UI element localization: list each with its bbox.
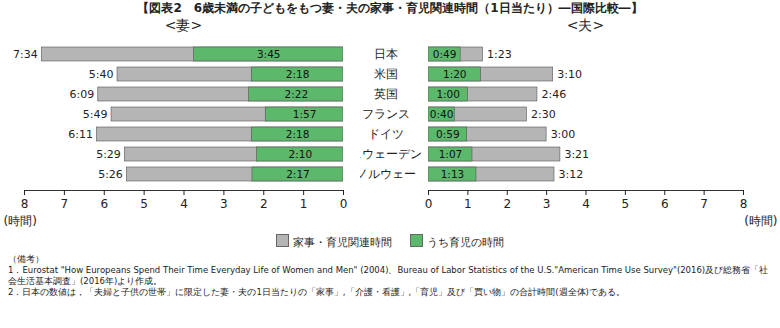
svg-text:0: 0 — [340, 197, 348, 211]
svg-text:英国: 英国 — [374, 87, 398, 101]
svg-text:1:57: 1:57 — [293, 108, 317, 120]
svg-text:3:12: 3:12 — [559, 168, 584, 181]
html-text:2．日本の数値は，「夫婦と子供の世帯」に限定した妻・夫の1日: 2．日本の数値は，「夫婦と子供の世帯」に限定した妻・夫の1日当たりの「家事」,「… — [8, 287, 625, 297]
svg-text:1: 1 — [300, 197, 308, 211]
svg-text:7: 7 — [61, 197, 69, 211]
svg-text:0: 0 — [425, 197, 433, 211]
svg-text:2:30: 2:30 — [531, 108, 556, 121]
svg-text:3:21: 3:21 — [564, 148, 589, 161]
svg-text:3: 3 — [220, 197, 228, 211]
svg-text:2:46: 2:46 — [541, 88, 566, 101]
svg-text:6:11: 6:11 — [68, 128, 93, 141]
svg-text:2:10: 2:10 — [288, 148, 312, 160]
svg-text:2: 2 — [503, 197, 511, 211]
svg-text:3: 3 — [543, 197, 551, 211]
svg-text:6: 6 — [100, 197, 108, 211]
svg-text:4: 4 — [582, 197, 590, 211]
svg-text:2:17: 2:17 — [286, 168, 310, 180]
svg-text:4: 4 — [180, 197, 188, 211]
svg-text:5:49: 5:49 — [83, 108, 108, 121]
svg-text:1: 1 — [464, 197, 472, 211]
svg-text:0:59: 0:59 — [436, 128, 460, 140]
svg-text:5:40: 5:40 — [89, 68, 114, 81]
html-text:1．Eurostat "How Europeans Spen: 1．Eurostat "How Europeans Spend Their Ti… — [8, 265, 769, 286]
svg-text:ノルウェー: ノルウェー — [360, 167, 416, 181]
svg-text:日本: 日本 — [374, 47, 398, 61]
svg-text:8: 8 — [740, 197, 748, 211]
svg-text:5: 5 — [622, 197, 630, 211]
svg-text:6: 6 — [661, 197, 669, 211]
svg-text:8: 8 — [21, 197, 29, 211]
svg-text:3:10: 3:10 — [557, 68, 582, 81]
svg-text:2:18: 2:18 — [286, 128, 310, 140]
html-text:家事・育児関連時間: 家事・育児関連時間 — [293, 236, 392, 249]
svg-text:0:40: 0:40 — [430, 108, 454, 120]
svg-text:5: 5 — [140, 197, 148, 211]
html-text:うち育児の時間: うち育児の時間 — [427, 236, 504, 249]
svg-text:フランス: フランス — [362, 107, 410, 121]
svg-text:6:09: 6:09 — [70, 88, 95, 101]
svg-text:1:23: 1:23 — [487, 48, 512, 61]
svg-text:5:29: 5:29 — [96, 148, 121, 161]
svg-text:1:20: 1:20 — [443, 68, 467, 80]
html-text:<妻>: <妻> — [164, 17, 203, 33]
svg-text:スウェーデン: スウェーデン — [360, 147, 422, 161]
svg-text:5:26: 5:26 — [98, 168, 123, 181]
svg-text:(時間): (時間) — [4, 214, 37, 228]
svg-text:2: 2 — [260, 197, 268, 211]
svg-text:2:18: 2:18 — [286, 68, 310, 80]
svg-text:1:07: 1:07 — [439, 148, 463, 160]
svg-text:2:22: 2:22 — [285, 88, 309, 100]
svg-text:0:49: 0:49 — [433, 48, 457, 60]
svg-text:(時間): (時間) — [744, 214, 777, 228]
svg-text:3:00: 3:00 — [551, 128, 576, 141]
svg-text:1:00: 1:00 — [436, 88, 460, 100]
svg-text:7: 7 — [700, 197, 708, 211]
html-text:【図表2 6歳未満の子どもをもつ妻・夫の家事・育児関連時間（: 【図表2 6歳未満の子どもをもつ妻・夫の家事・育児関連時間（1日当たり）―国際比… — [137, 1, 643, 15]
svg-text:3:45: 3:45 — [257, 48, 281, 60]
svg-text:7:34: 7:34 — [13, 48, 38, 61]
svg-text:ドイツ: ドイツ — [368, 127, 404, 141]
svg-text:米国: 米国 — [374, 67, 398, 81]
html-text:<夫>: <夫> — [566, 17, 605, 33]
svg-text:1:13: 1:13 — [441, 168, 465, 180]
html-text:（備考）: （備考） — [8, 254, 44, 264]
